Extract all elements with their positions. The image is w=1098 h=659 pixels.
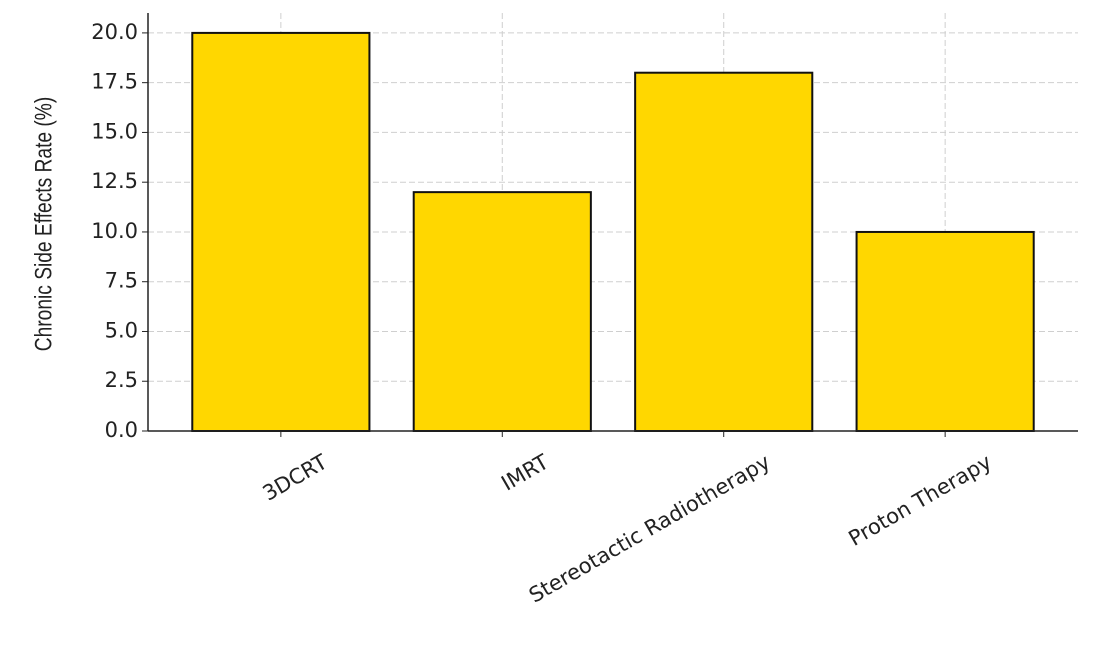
- y-tick-label: 2.5: [105, 368, 138, 392]
- bar: [855, 230, 1035, 432]
- bar: [634, 71, 814, 432]
- y-tick-label: 20.0: [91, 20, 138, 44]
- bar: [412, 191, 592, 432]
- y-tick-label: 5.0: [105, 318, 138, 342]
- y-tick-label: 12.5: [91, 169, 138, 193]
- y-tick-label: 15.0: [91, 119, 138, 143]
- y-tick-label: 0.0: [105, 418, 138, 442]
- y-tick-label: 17.5: [91, 70, 138, 94]
- x-tick-label: IMRT: [497, 450, 553, 496]
- y-tick-label: 7.5: [105, 269, 138, 293]
- y-tick-label: 10.0: [91, 219, 138, 243]
- bar: [191, 31, 371, 433]
- y-axis-label: Chronic Side Effects Rate (%): [29, 97, 57, 352]
- x-tick-label: Proton Therapy: [844, 450, 995, 551]
- x-tick-label: 3DCRT: [259, 450, 332, 506]
- x-tick-label: Stereotactic Radiotherapy: [525, 450, 774, 608]
